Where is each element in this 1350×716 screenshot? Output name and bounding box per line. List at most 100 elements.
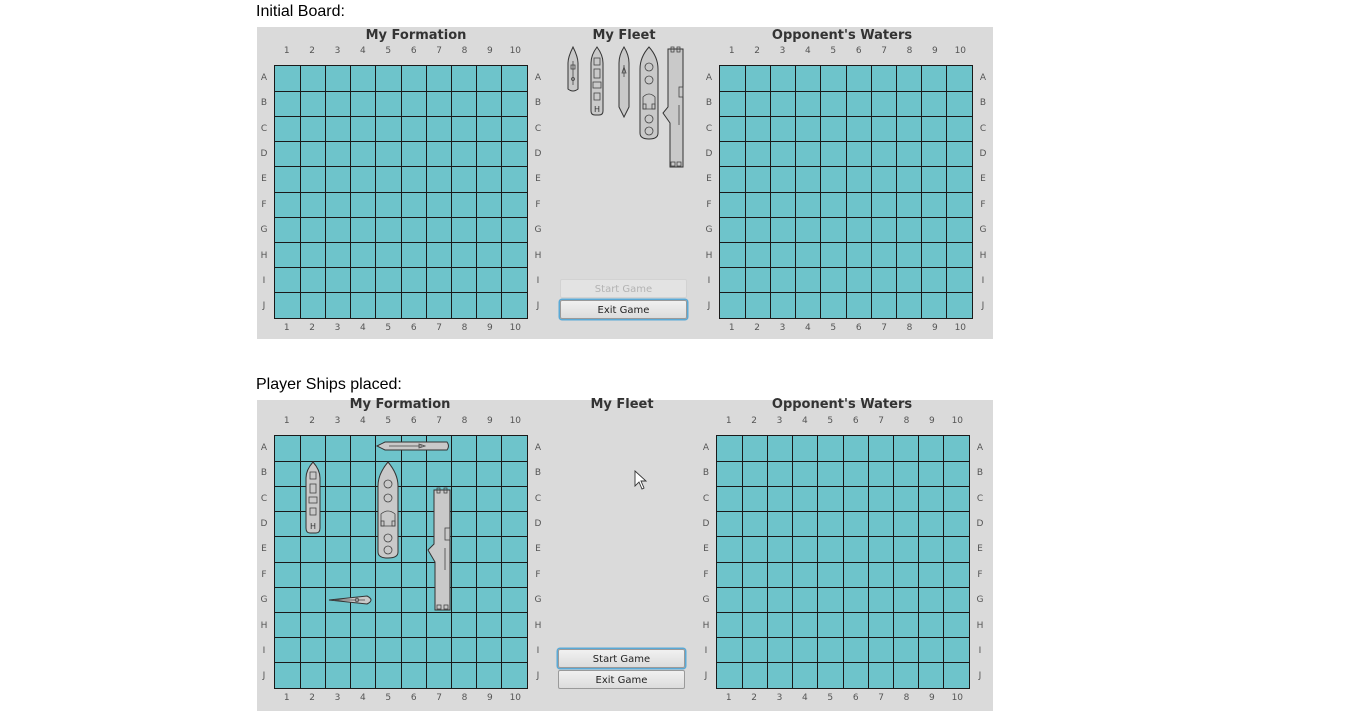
opponent-waters-title: Opponent's Waters	[771, 397, 913, 412]
row-label: F	[980, 199, 986, 210]
column-label: 6	[410, 46, 417, 56]
exit-game-button[interactable]: Exit Game	[560, 300, 687, 319]
grid-line	[275, 216, 527, 218]
grid-line	[918, 436, 920, 688]
column-label: 5	[385, 416, 392, 426]
destroyer-ship[interactable]	[618, 46, 630, 119]
start-game-button[interactable]: Start Game	[558, 649, 685, 668]
row-label: H	[534, 620, 542, 631]
row-label: J	[981, 301, 985, 312]
destroyer-ship-placed[interactable]	[375, 441, 449, 451]
grid-line	[275, 191, 527, 193]
row-label: J	[536, 671, 540, 682]
column-label: 2	[751, 693, 757, 703]
column-label: 7	[436, 46, 442, 56]
column-label: 9	[487, 416, 493, 426]
row-label: A	[705, 72, 713, 83]
row-label: A	[702, 442, 710, 453]
column-label: 6	[852, 416, 859, 426]
row-label: D	[260, 518, 268, 529]
column-label: 9	[932, 323, 938, 333]
row-label: H	[705, 250, 713, 261]
row-label: E	[261, 174, 267, 185]
placed-ships-layer: H	[305, 441, 648, 611]
column-label: 2	[309, 323, 315, 333]
my-formation-title: My Formation	[365, 28, 467, 43]
row-label: A	[260, 72, 268, 83]
grid-line	[275, 267, 527, 269]
column-label: 5	[385, 693, 392, 703]
aircraft-carrier-ship-placed[interactable]	[427, 487, 451, 611]
battleship-ship-placed[interactable]	[377, 461, 399, 559]
exit-game-button[interactable]: Exit Game	[558, 670, 685, 689]
row-label: B	[702, 468, 710, 479]
opponent-waters-grid[interactable]	[716, 435, 970, 689]
my-formation-title: My Formation	[349, 397, 451, 412]
column-label: 6	[855, 46, 862, 56]
grid-line	[275, 586, 527, 588]
column-label: 8	[461, 323, 468, 333]
svg-text:H: H	[310, 522, 316, 531]
grid-line	[720, 241, 972, 243]
row-label: A	[534, 72, 542, 83]
column-label: 10	[509, 46, 522, 56]
row-label: B	[534, 98, 542, 109]
patrol-boat-ship-placed[interactable]	[328, 595, 372, 605]
row-label: D	[534, 518, 542, 529]
row-label: E	[261, 544, 267, 555]
column-label: 8	[461, 693, 468, 703]
column-label: 4	[805, 46, 811, 56]
row-label: F	[706, 199, 712, 210]
grid-line	[720, 216, 972, 218]
row-label: D	[534, 148, 542, 159]
submarine-ship[interactable]: H	[590, 46, 604, 116]
grid-line	[892, 436, 894, 688]
column-label: 3	[334, 323, 341, 333]
row-label: F	[535, 569, 541, 580]
row-label: E	[706, 174, 712, 185]
grid-line	[717, 662, 969, 664]
caption-initial-board: Initial Board:	[256, 3, 345, 20]
row-label: F	[977, 569, 983, 580]
row-label: E	[535, 174, 541, 185]
grid-line	[450, 66, 452, 318]
column-label: 4	[360, 693, 366, 703]
column-label: 3	[779, 323, 786, 333]
row-label: A	[979, 72, 987, 83]
aircraft-carrier-ship[interactable]	[662, 46, 684, 168]
row-label: G	[979, 225, 987, 236]
column-label: 2	[309, 46, 315, 56]
grid-line	[275, 561, 527, 563]
row-label: I	[981, 275, 985, 286]
column-label: 10	[954, 46, 967, 56]
row-label: I	[262, 645, 266, 656]
opponent-waters-grid[interactable]	[719, 65, 973, 319]
column-label: 3	[334, 416, 341, 426]
battleship-ship[interactable]	[639, 46, 659, 140]
column-label: 9	[487, 323, 493, 333]
column-label: 7	[881, 46, 887, 56]
column-label: 7	[881, 323, 887, 333]
submarine-ship-placed[interactable]: H	[305, 461, 321, 534]
row-label: D	[979, 148, 987, 159]
column-label: 8	[906, 46, 913, 56]
my-formation-grid[interactable]	[274, 65, 528, 319]
column-label: 4	[360, 46, 366, 56]
grid-line	[275, 662, 527, 664]
column-label: 6	[852, 693, 859, 703]
column-label: 6	[855, 323, 862, 333]
row-label: C	[260, 493, 268, 504]
grid-line	[867, 436, 869, 688]
column-label: 2	[309, 416, 315, 426]
row-label: B	[979, 98, 987, 109]
column-label: 10	[951, 416, 964, 426]
row-label: D	[702, 518, 710, 529]
start-game-button[interactable]: Start Game	[560, 279, 687, 298]
column-label: 5	[385, 323, 392, 333]
row-label: D	[705, 148, 713, 159]
column-label: 9	[929, 693, 935, 703]
fleet-ships-layer: H	[567, 45, 684, 168]
grid-line	[501, 436, 503, 688]
patrol-boat-ship[interactable]	[567, 45, 579, 92]
column-label: 6	[410, 323, 417, 333]
